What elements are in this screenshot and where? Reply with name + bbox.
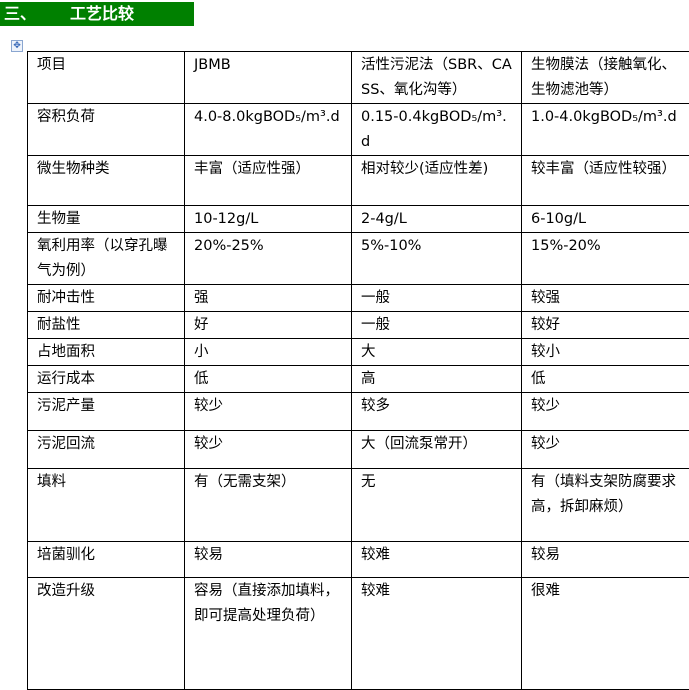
table-cell: 微生物种类 [28,156,185,206]
table-cell: 项目 [28,52,185,104]
table-cell: 较难 [352,578,522,690]
table-cell: 较易 [522,542,689,578]
table-cell: 4.0-8.0kgBOD₅/m³.d [185,104,352,156]
table-row: 改造升级容易（直接添加填料，即可提高处理负荷）较难很难 [28,578,689,690]
table-row: 污泥回流较少大（回流泵常开）较少 [28,431,689,469]
table-row: 填料有（无需支架）无有（填料支架防腐要求高，拆卸麻烦） [28,469,689,542]
table-cell: 运行成本 [28,366,185,393]
table-cell: 污泥产量 [28,393,185,431]
section-heading: 三、 工艺比较 [0,2,194,26]
table-cell: 0.15-0.4kgBOD₅/m³.d [352,104,522,156]
table-cell: 有（填料支架防腐要求高，拆卸麻烦） [522,469,689,542]
table-cell: 较多 [352,393,522,431]
section-title: 工艺比较 [70,2,134,26]
table-cell: 占地面积 [28,339,185,366]
table-cell: 较强 [522,285,689,312]
table-cell: 较丰富（适应性较强） [522,156,689,206]
table-cell: 很难 [522,578,689,690]
table-cell: 容积负荷 [28,104,185,156]
table-cell: 强 [185,285,352,312]
table-cell: 一般 [352,312,522,339]
table-cell: 10-12g/L [185,206,352,233]
table-cell: 较少 [185,393,352,431]
table-cell: 低 [185,366,352,393]
table-cell: 低 [522,366,689,393]
table-cell: 生物量 [28,206,185,233]
table-cell: 一般 [352,285,522,312]
table-cell: 大 [352,339,522,366]
table-cell: JBMB [185,52,352,104]
table-cell: 氧利用率（以穿孔曝气为例） [28,233,185,285]
table-cell: 活性污泥法（SBR、CASS、氧化沟等） [352,52,522,104]
table-cell: 耐冲击性 [28,285,185,312]
section-number: 三、 [4,2,36,26]
table-cell: 小 [185,339,352,366]
table-cell: 较好 [522,312,689,339]
table-row: 耐盐性好一般较好 [28,312,689,339]
table-cell: 较易 [185,542,352,578]
table-cell: 相对较少(适应性差) [352,156,522,206]
table-cell: 2-4g/L [352,206,522,233]
table-row: 氧利用率（以穿孔曝气为例）20%-25%5%-10%15%-20% [28,233,689,285]
table-cell: 较少 [522,393,689,431]
table-cell: 耐盐性 [28,312,185,339]
table-cell: 改造升级 [28,578,185,690]
table-cell: 1.0-4.0kgBOD₅/m³.d [522,104,689,156]
table-row: 占地面积小大较小 [28,339,689,366]
table-cell: 高 [352,366,522,393]
table-row: 耐冲击性强一般较强 [28,285,689,312]
table-cell: 6-10g/L [522,206,689,233]
table-cell: 培菌驯化 [28,542,185,578]
table-cell: 填料 [28,469,185,542]
table-cell: 20%-25% [185,233,352,285]
table-cell: 污泥回流 [28,431,185,469]
table-row: 培菌驯化较易较难较易 [28,542,689,578]
table-cell: 容易（直接添加填料，即可提高处理负荷） [185,578,352,690]
table-row: 微生物种类丰富（适应性强）相对较少(适应性差)较丰富（适应性较强） [28,156,689,206]
table-cell: 丰富（适应性强） [185,156,352,206]
table-cell: 较难 [352,542,522,578]
table-row: 污泥产量较少较多较少 [28,393,689,431]
table-cell: 好 [185,312,352,339]
table-row: 运行成本低高低 [28,366,689,393]
table-cell: 有（无需支架） [185,469,352,542]
table-cell: 生物膜法（接触氧化、生物滤池等） [522,52,689,104]
table-cell: 较小 [522,339,689,366]
table-cell: 大（回流泵常开） [352,431,522,469]
table-cell: 15%-20% [522,233,689,285]
table-cell: 较少 [522,431,689,469]
table-cell: 无 [352,469,522,542]
table-cell: 5%-10% [352,233,522,285]
table-move-handle-icon[interactable]: ✥ [11,40,23,52]
table-cell: 较少 [185,431,352,469]
